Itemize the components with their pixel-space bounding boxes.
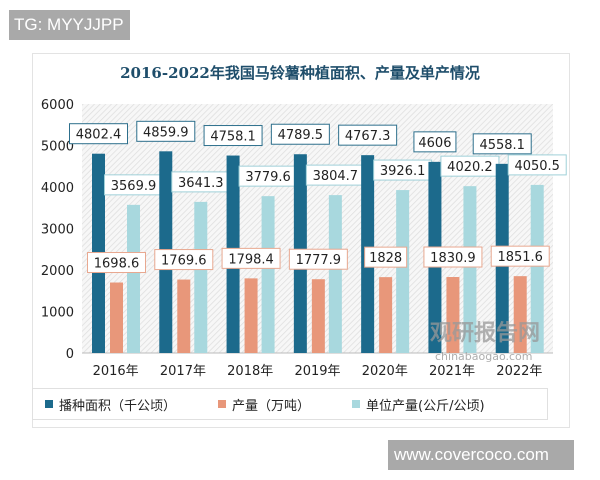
bar bbox=[396, 190, 410, 353]
data-label: 1851.6 bbox=[497, 250, 543, 265]
legend-item-yield: 单位产量(公斤/公顷) bbox=[352, 395, 485, 414]
data-label: 3926.1 bbox=[380, 164, 426, 179]
legend-item-output: 产量（万吨） bbox=[218, 395, 310, 414]
data-label-box bbox=[270, 123, 330, 145]
logo-url-watermark: chinabaogao.com bbox=[435, 350, 533, 363]
bar bbox=[110, 282, 123, 353]
x-tick-label: 2019年 bbox=[294, 364, 340, 379]
data-label: 1777.9 bbox=[296, 253, 342, 268]
data-label: 4859.9 bbox=[143, 125, 189, 140]
data-label: 4802.4 bbox=[76, 128, 122, 143]
x-tick-label: 2017年 bbox=[160, 364, 206, 379]
bar bbox=[311, 279, 325, 353]
data-label-box bbox=[507, 154, 567, 176]
x-tick-label: 2021年 bbox=[429, 364, 475, 379]
watermark-tg: TG: MYYJJPP bbox=[9, 10, 130, 40]
data-label-box bbox=[221, 247, 281, 269]
y-tick-label: 3000 bbox=[41, 223, 74, 238]
data-label-box bbox=[364, 246, 408, 268]
x-tick-label: 2016年 bbox=[93, 364, 139, 379]
data-label: 4558.1 bbox=[479, 138, 525, 153]
y-tick-label: 1000 bbox=[41, 306, 74, 321]
data-label-box bbox=[69, 123, 128, 145]
data-label: 1698.6 bbox=[94, 257, 140, 272]
data-label: 4606 bbox=[418, 136, 451, 151]
bar bbox=[463, 186, 477, 353]
data-label-box bbox=[338, 124, 398, 146]
data-label-box bbox=[423, 246, 483, 268]
data-label: 4020.2 bbox=[447, 160, 493, 175]
data-label: 1798.4 bbox=[228, 252, 274, 267]
data-label: 4758.1 bbox=[210, 130, 256, 145]
bar bbox=[194, 201, 208, 353]
legend: 播种面积（千公顷） 产量（万吨） 单位产量(公斤/公顷) bbox=[32, 388, 548, 420]
legend-label: 播种面积（千公顷） bbox=[59, 398, 177, 414]
data-label: 3569.9 bbox=[111, 179, 157, 194]
x-tick-label: 2022年 bbox=[496, 364, 542, 379]
data-label-box bbox=[413, 131, 457, 153]
data-label: 3641.3 bbox=[178, 176, 224, 191]
bar bbox=[177, 279, 191, 353]
data-label: 1769.6 bbox=[161, 254, 207, 269]
chart-card bbox=[32, 53, 570, 428]
legend-swatch bbox=[45, 400, 53, 408]
x-tick-label: 2020年 bbox=[362, 364, 408, 379]
x-tick-label: 2018年 bbox=[227, 364, 273, 379]
logo-watermark: 观研报告网 bbox=[430, 321, 540, 346]
y-tick-label: 6000 bbox=[41, 98, 74, 113]
chart-title: 2016-2022年我国马铃薯种植面积、产量及单产情况 bbox=[120, 64, 480, 82]
legend-swatch bbox=[218, 400, 227, 408]
data-label-box bbox=[203, 125, 263, 147]
bar bbox=[261, 196, 275, 353]
watermark-site: www.covercoco.com bbox=[388, 440, 574, 470]
bar bbox=[513, 276, 527, 353]
data-label: 4050.5 bbox=[514, 159, 560, 174]
bar bbox=[446, 277, 460, 353]
data-label: 4789.5 bbox=[278, 128, 324, 143]
bar bbox=[328, 195, 342, 353]
bar bbox=[379, 277, 393, 353]
legend-swatch bbox=[352, 400, 361, 408]
data-label-box bbox=[154, 249, 214, 271]
legend-label: 产量（万吨） bbox=[232, 398, 311, 414]
data-label-box bbox=[288, 248, 348, 270]
data-label: 1828 bbox=[369, 251, 402, 266]
data-label: 4767.3 bbox=[345, 129, 391, 144]
legend-item-area: 播种面积（千公顷） bbox=[45, 395, 176, 414]
bar bbox=[244, 278, 258, 353]
data-label-box bbox=[136, 120, 196, 142]
y-tick-label: 5000 bbox=[41, 140, 74, 155]
y-tick-label: 2000 bbox=[41, 264, 74, 279]
y-tick-label: 4000 bbox=[41, 181, 74, 196]
data-label: 3804.7 bbox=[313, 169, 359, 184]
y-tick-label: 0 bbox=[66, 347, 74, 362]
bar bbox=[127, 204, 140, 353]
data-label-box bbox=[472, 133, 532, 155]
data-label-box bbox=[87, 252, 146, 274]
data-label: 3779.6 bbox=[245, 170, 291, 185]
data-label-box bbox=[490, 245, 550, 267]
legend-label: 单位产量(公斤/公顷) bbox=[366, 398, 485, 414]
bar bbox=[530, 184, 544, 353]
data-label: 1830.9 bbox=[430, 251, 476, 266]
